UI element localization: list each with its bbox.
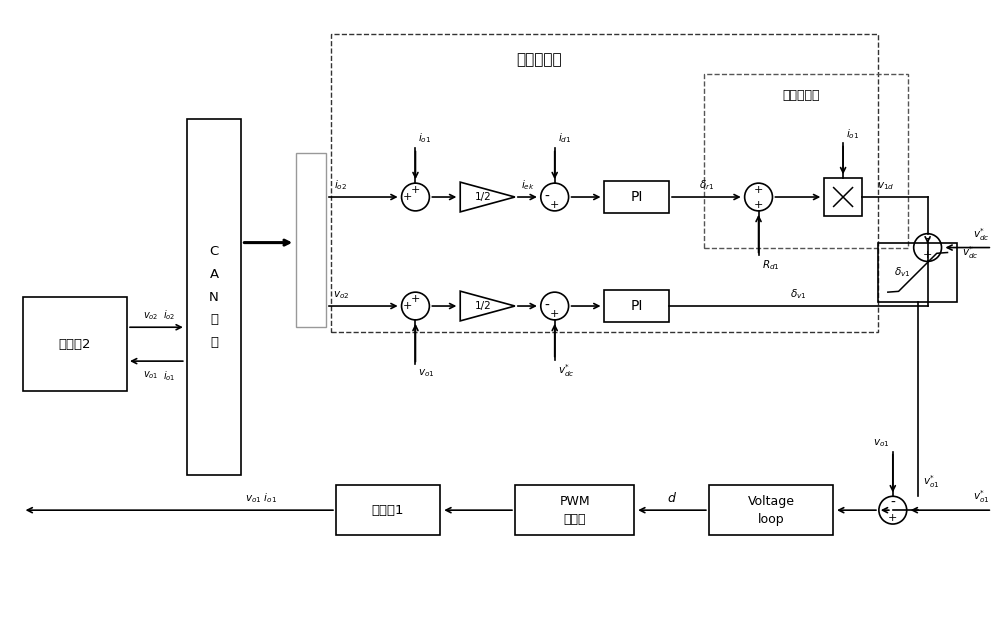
Text: PI: PI — [631, 299, 643, 313]
Text: $\delta_{r1}$: $\delta_{r1}$ — [699, 178, 715, 192]
Text: $v_{o1}$: $v_{o1}$ — [873, 437, 890, 449]
Text: 电流调整环: 电流调整环 — [516, 52, 562, 67]
Text: -: - — [545, 190, 549, 204]
Text: 1/2: 1/2 — [475, 301, 492, 311]
Text: $v_{1d}$: $v_{1d}$ — [877, 180, 894, 192]
Bar — [515, 486, 634, 535]
Text: N: N — [209, 291, 219, 304]
Text: -: - — [890, 496, 895, 510]
Text: +: + — [550, 308, 559, 318]
Bar — [336, 486, 440, 535]
Text: 自适应下垂: 自适应下垂 — [782, 89, 820, 102]
Text: +: + — [754, 200, 763, 210]
Text: $i_{o1}$: $i_{o1}$ — [163, 369, 175, 383]
Bar — [824, 178, 862, 216]
Bar — [604, 181, 669, 213]
Text: $R_{d1}$: $R_{d1}$ — [762, 259, 779, 272]
Text: $i_{o1}$: $i_{o1}$ — [846, 126, 859, 141]
Text: $i_{o2}$: $i_{o2}$ — [163, 308, 175, 322]
Text: 发生器: 发生器 — [563, 513, 586, 526]
Text: +: + — [403, 301, 413, 311]
Text: 线: 线 — [210, 336, 218, 349]
Text: $v_{o2}$: $v_{o2}$ — [333, 289, 349, 301]
Text: C: C — [209, 245, 219, 258]
Text: +: + — [550, 200, 559, 210]
Text: +: + — [411, 294, 420, 304]
Bar — [878, 242, 957, 302]
Text: PWM: PWM — [559, 495, 590, 508]
Text: +: + — [411, 185, 420, 195]
Text: PI: PI — [631, 190, 643, 204]
Text: A: A — [210, 268, 219, 281]
Text: +: + — [888, 513, 897, 523]
Text: loop: loop — [758, 513, 784, 526]
Text: $v_{o1}\ i_{o1}$: $v_{o1}\ i_{o1}$ — [245, 491, 277, 505]
Text: $v_{dc}^{*}$: $v_{dc}^{*}$ — [973, 226, 989, 242]
Text: $d$: $d$ — [667, 491, 677, 505]
Text: $i_{d1}$: $i_{d1}$ — [558, 131, 571, 146]
Text: $v_{o1}^{*}$: $v_{o1}^{*}$ — [973, 489, 989, 505]
Text: $\delta_{v1}$: $\delta_{v1}$ — [894, 265, 911, 279]
Text: $v_{o1}$: $v_{o1}$ — [143, 369, 159, 381]
Text: Voltage: Voltage — [747, 495, 794, 508]
Text: $i_{o1}$: $i_{o1}$ — [418, 131, 432, 146]
Bar — [604, 290, 669, 322]
Bar — [23, 297, 127, 391]
Text: +: + — [923, 250, 932, 260]
Text: +: + — [754, 185, 763, 195]
Text: 变换器2: 变换器2 — [59, 337, 91, 350]
Text: $v_{o1}^{*}$: $v_{o1}^{*}$ — [923, 473, 939, 490]
Text: $\delta_{v1}$: $\delta_{v1}$ — [790, 288, 807, 301]
Bar — [331, 35, 878, 332]
Text: +: + — [403, 192, 413, 202]
Text: $v_{o2}$: $v_{o2}$ — [143, 310, 159, 322]
Text: $i_{ek}$: $i_{ek}$ — [521, 178, 535, 192]
Text: 总: 总 — [210, 313, 218, 326]
Text: 1/2: 1/2 — [475, 192, 492, 202]
Text: -: - — [545, 299, 549, 313]
Text: $v_{dc}^{*}$: $v_{dc}^{*}$ — [962, 244, 979, 261]
Text: $v_{o1}$: $v_{o1}$ — [418, 368, 435, 379]
Text: 变换器1: 变换器1 — [372, 503, 404, 516]
Bar — [296, 154, 326, 327]
Bar — [704, 74, 908, 247]
Text: $v_{dc}^{*}$: $v_{dc}^{*}$ — [558, 363, 574, 379]
Text: $i_{o2}$: $i_{o2}$ — [334, 178, 347, 192]
Text: -: - — [925, 233, 930, 247]
Bar — [187, 118, 241, 476]
Bar — [709, 486, 833, 535]
